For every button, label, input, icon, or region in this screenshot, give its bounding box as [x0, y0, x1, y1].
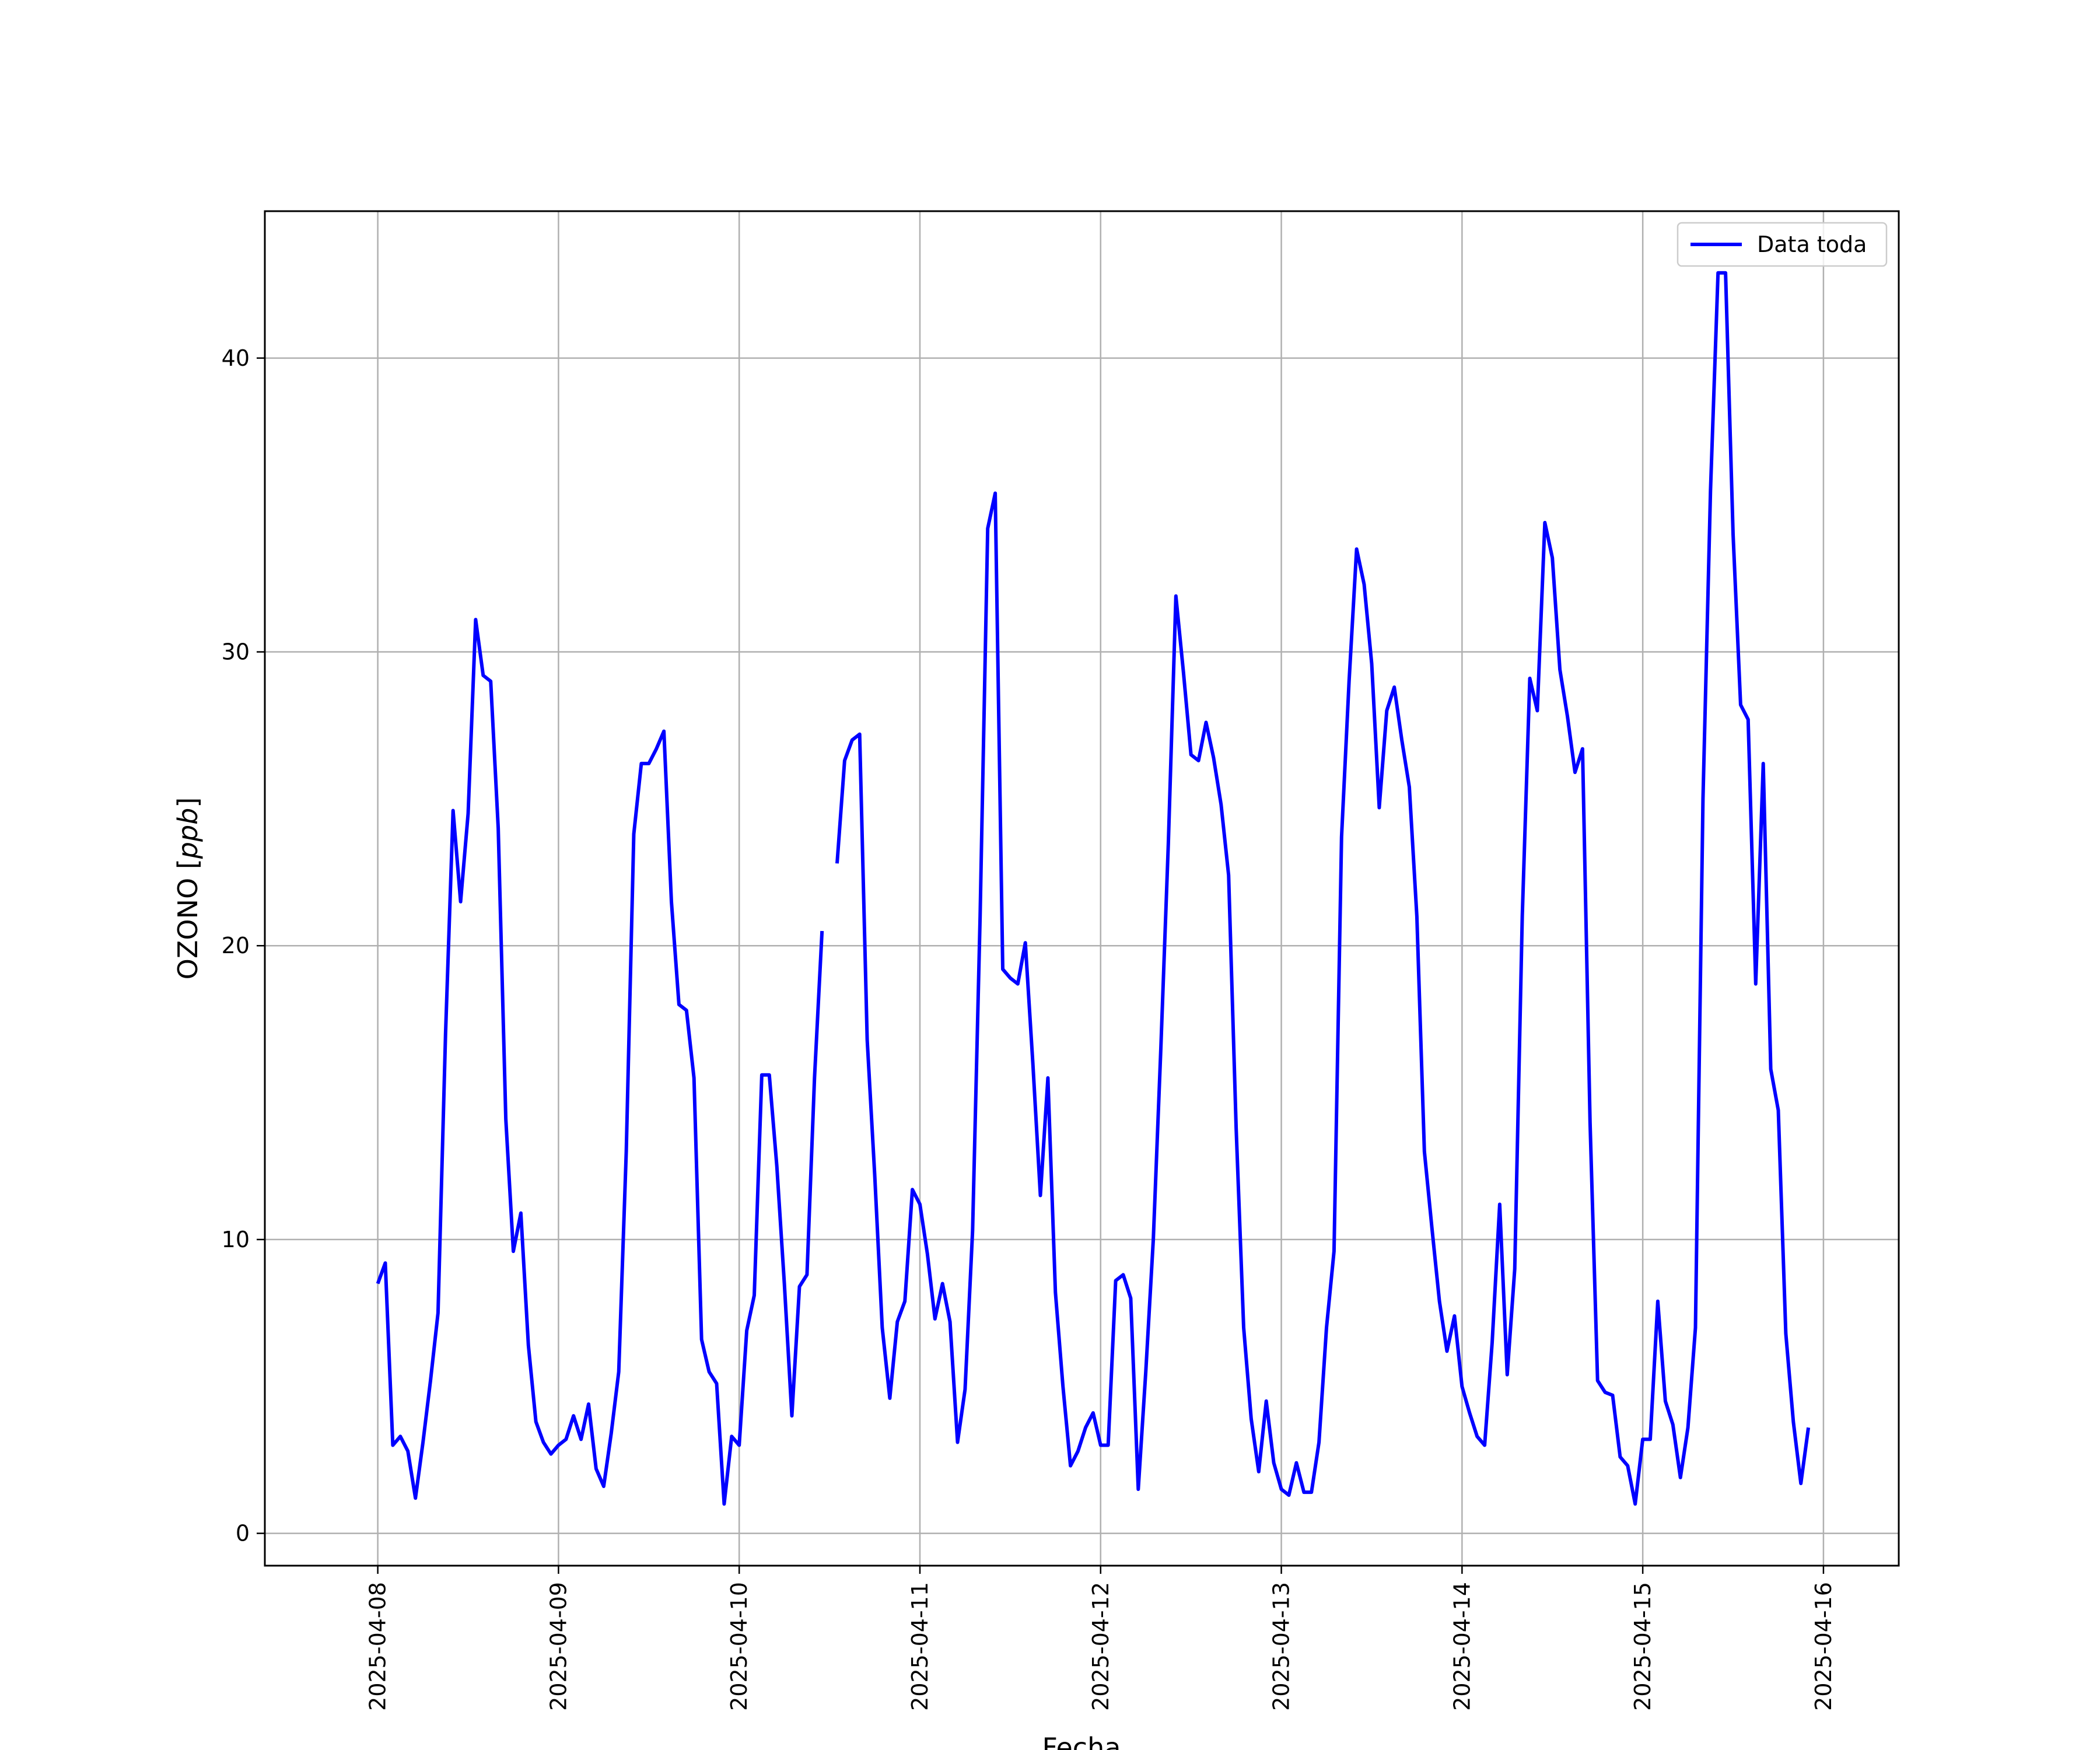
x-tick-label: 2025-04-13	[1269, 1582, 1294, 1711]
x-tick-label: 2025-04-16	[1811, 1582, 1836, 1711]
legend-box	[1676, 222, 1888, 267]
tick-layer: 2025-04-08 2025-04-09 2025-04-10 2025-04-11…	[222, 345, 1836, 1711]
grid-layer	[265, 211, 1899, 1566]
y-tick-label: 40	[222, 345, 250, 371]
x-tick-label: 2025-04-15	[1630, 1582, 1656, 1711]
y-axis-label-text: OZONO	[172, 869, 204, 979]
x-tick-label: 2025-04-11	[907, 1582, 933, 1711]
x-tick-label: 2025-04-08	[365, 1582, 391, 1711]
legend-label: Data toda	[1757, 232, 1867, 257]
y-tick-label: 0	[236, 1521, 250, 1546]
y-axis-label-unit: ppb	[172, 808, 204, 860]
ozone-series-line	[376, 271, 1811, 1506]
y-tick-label: 30	[222, 639, 250, 665]
series-layer	[376, 271, 1811, 1506]
x-tick-label: 2025-04-09	[545, 1582, 571, 1711]
x-axis-label: Fecha	[1042, 1732, 1121, 1750]
legend: Data toda	[1676, 222, 1888, 267]
x-tick-label: 2025-04-10	[726, 1582, 752, 1711]
plot-frame	[264, 210, 1900, 1567]
y-axis-label: OZONO [ppb]	[172, 797, 204, 980]
y-tick-label: 10	[222, 1227, 250, 1252]
y-tick-label: 20	[222, 933, 250, 958]
x-tick-label: 2025-04-14	[1449, 1582, 1475, 1711]
x-tick-label: 2025-04-12	[1088, 1582, 1114, 1711]
